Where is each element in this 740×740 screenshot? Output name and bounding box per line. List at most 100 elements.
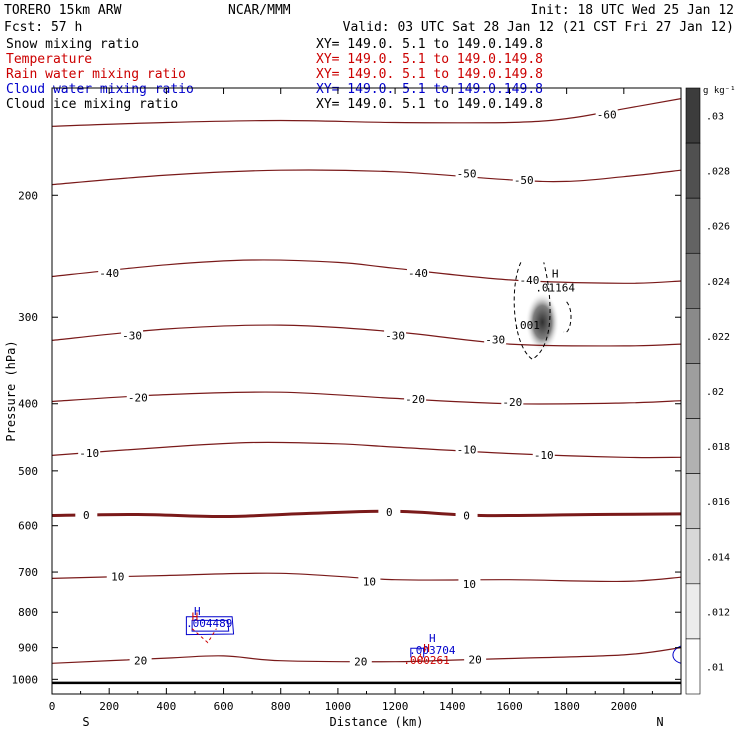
valid-time: Valid: 03 UTC Sat 28 Jan 12 (21 CST Fri … xyxy=(343,20,734,35)
temperature-label-bg xyxy=(458,577,481,589)
cloud-water-max-marker: H xyxy=(194,605,201,618)
plot-area: -60 -50 -50 -40 -40 -40 -30 -30 -30 -20 -20 -20 -10 -… xyxy=(4,87,682,729)
temperature-label-bg xyxy=(455,509,478,521)
x-tick-label: 1200 xyxy=(382,700,409,713)
colorbar-swatch xyxy=(685,308,701,364)
temperature-contour xyxy=(51,391,682,405)
temperature-label-bg xyxy=(501,396,524,408)
temperature-contour xyxy=(51,169,682,186)
temperature-label: -30 xyxy=(385,330,405,343)
temperature-label-bg xyxy=(595,108,618,120)
temperature-label: -10 xyxy=(79,447,99,460)
temperature-label-bg xyxy=(512,173,535,185)
organization: NCAR/MMM xyxy=(228,3,291,18)
field-name: Snow mixing ratio xyxy=(6,37,139,52)
temperature-label: -60 xyxy=(597,109,617,122)
temperature-label-bg xyxy=(358,575,381,587)
temperature-label-bg xyxy=(518,273,541,285)
colorbar-tick-label: .014 xyxy=(706,552,730,563)
temperature-label: -50 xyxy=(457,167,477,180)
colorbar-tick-label: .01 xyxy=(706,662,724,673)
cloud-water-contour xyxy=(410,647,425,658)
temperature-label: -20 xyxy=(502,396,522,409)
temperature-label: 10 xyxy=(463,578,476,591)
temperature-label-bg xyxy=(406,267,429,279)
x-tick-label: 400 xyxy=(156,700,176,713)
cloud-water-max-value: .004489 xyxy=(186,617,232,630)
field-xy: XY= 149.0. 5.1 to 149.0.149.8 xyxy=(316,97,543,112)
temperature-label-bg xyxy=(455,443,478,455)
figure-header: TORERO 15km ARW Fcst: 57 h NCAR/MMM Init… xyxy=(4,3,734,35)
temperature-label: 20 xyxy=(469,653,482,666)
colorbar-tick-label: .026 xyxy=(706,222,730,233)
temperature-label: -10 xyxy=(534,449,554,462)
temperature-label: 10 xyxy=(363,575,376,588)
temperature-label-bg xyxy=(78,446,101,458)
snow-max-value: .01164 xyxy=(535,281,575,294)
colorbar-swatch xyxy=(685,252,701,309)
cloud-water-max-value: .003704 xyxy=(409,644,456,657)
snow-contour xyxy=(563,301,572,333)
y-tick-label: 200 xyxy=(18,189,38,202)
temperature-label: -50 xyxy=(514,174,534,187)
colorbar-tick-label: .024 xyxy=(706,277,730,288)
temperature-label-bg xyxy=(532,448,555,460)
x-axis-label: Distance (km) xyxy=(330,715,424,729)
y-tick-label: 700 xyxy=(18,566,38,579)
field-name: Cloud water mixing ratio xyxy=(6,82,194,97)
colorbar-swatch xyxy=(685,583,701,640)
temperature-label-bg xyxy=(126,391,149,403)
temperature-label-bg xyxy=(75,508,98,520)
colorbar-swatch xyxy=(685,87,701,144)
temperature-label: -10 xyxy=(457,444,477,457)
temperature-label-bg xyxy=(384,329,407,341)
colorbar-swatch xyxy=(685,142,701,199)
colorbar-tick-label: .028 xyxy=(706,167,730,178)
y-tick-label: 300 xyxy=(18,311,38,324)
y-tick-label: 500 xyxy=(18,465,38,478)
snow-max-marker: H xyxy=(552,267,559,280)
colorbar-swatch xyxy=(685,363,701,419)
temperature-contour xyxy=(51,441,682,459)
colorbar-unit: g kg⁻¹ xyxy=(703,86,736,96)
colorbar-swatch xyxy=(685,197,701,254)
model-title: TORERO 15km ARW xyxy=(4,3,122,18)
colorbar-swatch xyxy=(685,473,701,530)
snow-contour xyxy=(513,262,551,360)
axes: 0 200 400 600 800 1000 1200 1400 1600 1800 2000200… xyxy=(4,88,681,729)
temperature-label-bg xyxy=(378,505,401,517)
temperature-label: 20 xyxy=(354,655,367,668)
y-tick-label: 1000 xyxy=(12,673,39,686)
temperature-label: -40 xyxy=(99,267,119,280)
colorbar-swatch xyxy=(685,528,701,585)
temperature-label-bg xyxy=(464,653,487,665)
field-legend: Snow mixing ratio XY= 149.0. 5.1 to 149.0… xyxy=(6,37,543,112)
rain-max-marker: H xyxy=(192,610,199,623)
cloud-water-contour xyxy=(191,619,230,632)
x-tick-label: 1600 xyxy=(496,700,523,713)
temperature-label: 0 xyxy=(83,509,90,522)
temperature-label: -20 xyxy=(405,393,425,406)
temperature-contour xyxy=(51,509,682,519)
temperature-label: -20 xyxy=(128,392,148,405)
colorbar-tick-label: .02 xyxy=(706,387,724,398)
field-xy: XY= 149.0. 5.1 to 149.0.149.8 xyxy=(316,67,543,82)
field-name: Rain water mixing ratio xyxy=(6,67,186,82)
temperature-contour xyxy=(51,647,682,664)
temperature-label: -40 xyxy=(520,274,540,287)
temperature-label-bg xyxy=(484,333,507,345)
north-label: N xyxy=(656,715,663,729)
temperature-label: 10 xyxy=(111,571,124,584)
rain-contour xyxy=(191,628,217,644)
temperature-contour-labels: -60 -50 -50 -40 -40 -40 -30 -30 -30 -20 -20 -20 -10 -… xyxy=(75,108,618,668)
y-axis-label: Pressure (hPa) xyxy=(4,340,18,441)
field-xy: XY= 149.0. 5.1 to 149.0.149.8 xyxy=(316,37,543,52)
x-tick-label: 2000 xyxy=(611,700,638,713)
y-tick-label: 400 xyxy=(18,398,38,411)
y-tick-label: 900 xyxy=(18,642,38,655)
temperature-label-bg xyxy=(404,393,427,405)
south-label: S xyxy=(82,715,89,729)
colorbar-tick-label: .018 xyxy=(706,442,730,453)
rain-max-marker: H xyxy=(423,642,430,655)
